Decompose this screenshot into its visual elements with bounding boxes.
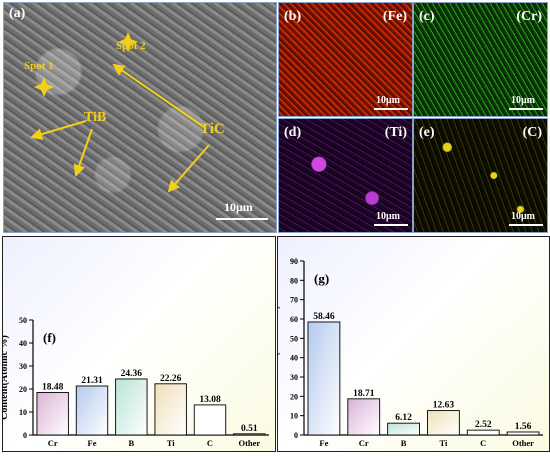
- chart-f: 0 10 20 30 40 50 Content(Atomic %) (f) 18.48 Cr 21…: [0, 316, 269, 448]
- bar-value-label: 18.48: [42, 382, 64, 392]
- bar-value-label: 6.12: [395, 413, 412, 423]
- panel-label-b: (b): [284, 9, 302, 24]
- bar-cr: [347, 398, 381, 436]
- map-element-fe: (Fe): [382, 9, 407, 24]
- x-tick-label: Other: [512, 438, 534, 448]
- bar-value-label: 58.46: [313, 312, 335, 322]
- x-tick-label: Cr: [48, 438, 58, 448]
- y-tick-label: 20: [19, 385, 27, 394]
- map-scale-bar: [374, 108, 408, 110]
- y-tick-label: 90: [290, 257, 298, 266]
- map-scale-bar: [509, 224, 543, 226]
- x-tick-label: Ti: [167, 438, 176, 448]
- x-tick-label: Fe: [319, 438, 328, 448]
- bar-value-label: 18.71: [353, 389, 375, 399]
- eds-map-ti: (d) (Ti) 10μm: [278, 118, 413, 233]
- bar-value-label: 0.51: [241, 424, 258, 434]
- map-scale-label: 10μm: [376, 95, 400, 106]
- bar-value-label: 13.08: [199, 395, 221, 405]
- bar-value-label: 12.63: [433, 401, 455, 411]
- y-axis-label: Content(Atomic %): [278, 306, 281, 391]
- bar-ti: [427, 410, 460, 436]
- x-tick-label: Cr: [359, 438, 369, 448]
- x-tick-label: Ti: [439, 438, 448, 448]
- bar-fe: [75, 385, 109, 436]
- x-tick-label: Fe: [88, 438, 97, 448]
- y-tick-label: 0: [23, 431, 27, 440]
- map-element-ti: (Ti): [384, 125, 407, 140]
- panel-label: (g): [314, 271, 329, 286]
- bar-ti: [154, 383, 187, 436]
- map-element-c: (C): [522, 125, 542, 140]
- eds-map-c: (e) (C) 10μm: [413, 118, 548, 233]
- bar-b: [115, 378, 148, 436]
- y-tick-label: 30: [19, 362, 27, 371]
- x-tick-label: B: [401, 438, 407, 448]
- y-tick-label: 50: [290, 334, 298, 343]
- bar-value-label: 24.36: [121, 369, 143, 379]
- bar-value-label: 2.52: [475, 420, 492, 430]
- chart-g-frame: 0 10 20 30 40 50 60 70 80 90 Content(Atomic %) (g) 5…: [270, 236, 550, 452]
- x-tick-label: Other: [238, 438, 260, 448]
- chart-g: 0 10 20 30 40 50 60 70 80 90 Content(Atomic %) (g) 5…: [270, 257, 543, 448]
- y-tick-label: 80: [290, 276, 298, 285]
- map-scale-bar: [374, 224, 408, 226]
- bar-value-label: 1.56: [515, 422, 532, 432]
- sem-micrograph: (a) Spot 2 Spot 1 TiB TiC 10μm: [3, 2, 277, 233]
- bar-c: [193, 404, 227, 436]
- map-element-cr: (Cr): [516, 9, 542, 24]
- x-tick-label: C: [480, 438, 486, 448]
- panel-label: (f): [43, 330, 56, 345]
- chart-f-frame: 0 10 20 30 40 50 Content(Atomic %) (f) 18.48 Cr 21…: [0, 236, 276, 452]
- bar-cr: [36, 392, 69, 436]
- panel-label-c: (c): [419, 9, 435, 24]
- panel-label-a: (a): [9, 6, 26, 21]
- map-scale-label: 10μm: [376, 211, 400, 222]
- sem-scale-label: 10μm: [224, 200, 253, 214]
- bar-fe: [307, 321, 341, 436]
- panel-label-d: (d): [284, 125, 302, 140]
- map-scale-label: 10μm: [511, 211, 535, 222]
- y-tick-label: 60: [290, 315, 298, 324]
- y-tick-label: 10: [19, 408, 27, 417]
- y-tick-label: 40: [19, 339, 27, 348]
- bar-other: [233, 433, 266, 436]
- bar-value-label: 21.31: [81, 376, 103, 386]
- y-tick-label: 40: [290, 354, 298, 363]
- sem-scale-bar: [216, 218, 268, 220]
- x-tick-label: C: [207, 438, 213, 448]
- eds-map-fe: (b) (Fe) 10μm: [278, 2, 413, 117]
- spot-markers: [34, 32, 138, 97]
- bar-c: [466, 429, 500, 436]
- x-tick-label: B: [128, 438, 134, 448]
- eds-map-cr: (c) (Cr) 10μm: [413, 2, 548, 117]
- map-scale-bar: [509, 108, 543, 110]
- bar-other: [506, 431, 540, 436]
- spot1-label: Spot 1: [24, 60, 54, 72]
- bar-b: [387, 422, 420, 436]
- bar-value-label: 22.26: [160, 374, 182, 384]
- panel-label-e: (e): [419, 125, 435, 140]
- tib-label: TiB: [84, 110, 107, 125]
- y-tick-label: 50: [19, 316, 27, 325]
- map-scale-label: 10μm: [511, 95, 535, 106]
- y-tick-label: 30: [290, 373, 298, 382]
- tic-label: TiC: [200, 121, 225, 137]
- y-tick-label: 20: [290, 392, 298, 401]
- y-tick-label: 70: [290, 296, 298, 305]
- y-axis-label: Content(Atomic %): [3, 335, 10, 420]
- sem-annotation-arrows: [30, 32, 210, 193]
- y-tick-label: 0: [294, 431, 298, 440]
- y-tick-label: 10: [290, 412, 298, 421]
